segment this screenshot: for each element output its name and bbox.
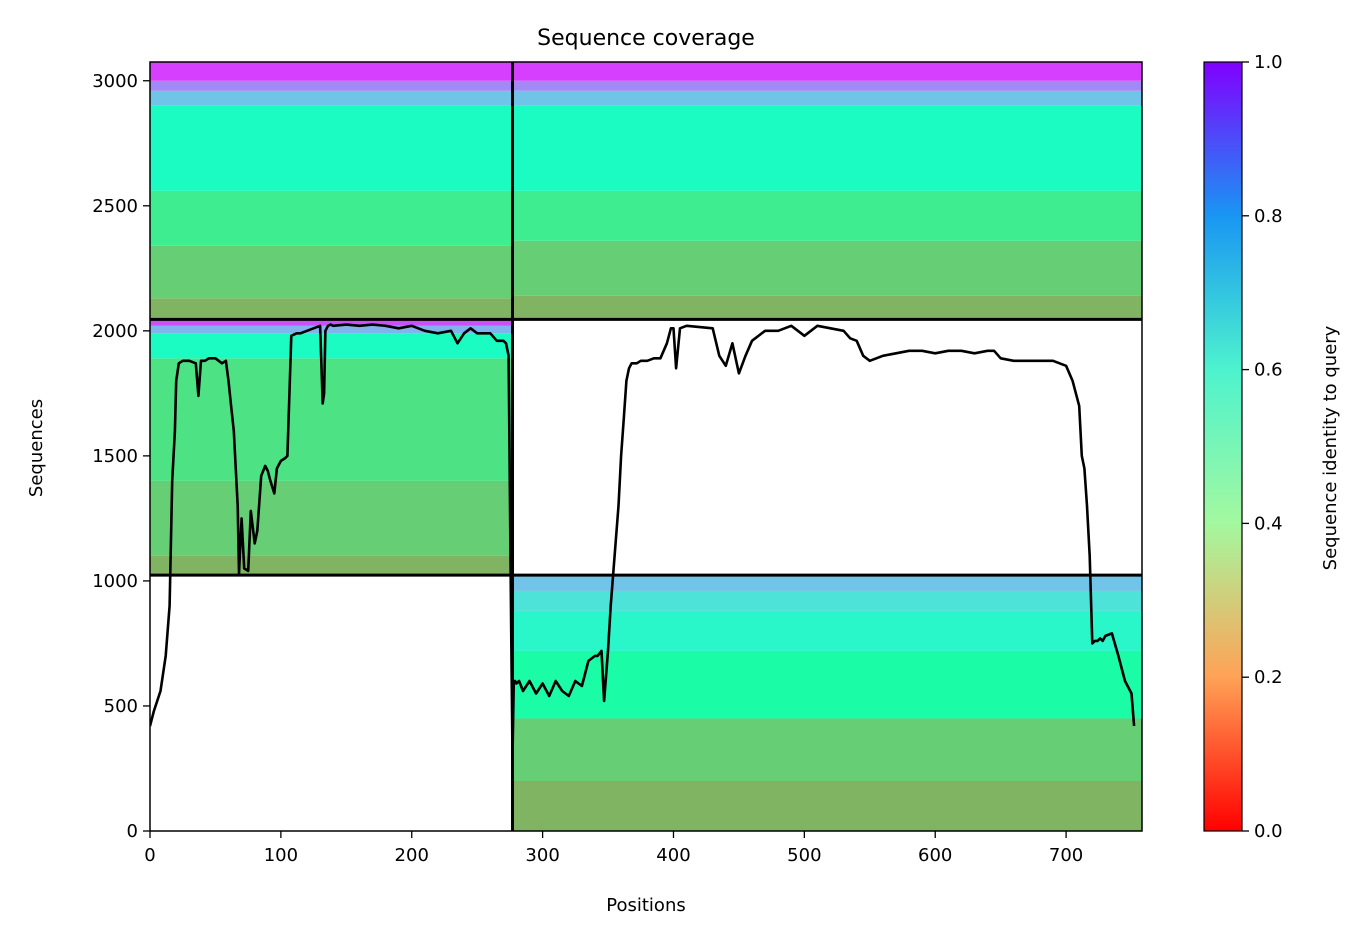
heat-block-1-band-4: [512, 90, 1142, 106]
y-axis-ticks: 0 500 1000 1500 2000 2500 3000: [92, 71, 150, 842]
heat-block-1-band-5: [512, 80, 1142, 91]
heat-block-3-band-5: [512, 575, 1142, 591]
colorbar-ticks: 0.0 0.2 0.4 0.6 0.8 1.0: [1242, 52, 1283, 842]
colorbar-tick-label-2: 0.4: [1254, 513, 1283, 534]
heat-block-3-band-0: [512, 780, 1142, 831]
x-tick-label-4: 400: [656, 845, 690, 866]
heat-block-2-band-5: [150, 319, 513, 326]
x-tick-label-6: 600: [918, 845, 952, 866]
x-tick-label-7: 700: [1049, 845, 1083, 866]
colorbar-tick-label-4: 0.8: [1254, 206, 1283, 227]
y-tick-label-2: 1000: [92, 571, 138, 592]
x-axis-ticks: 0 100 200 300 400 500 600 700: [144, 831, 1083, 866]
x-tick-label-0: 0: [144, 845, 155, 866]
y-axis-label: Sequences: [26, 399, 47, 497]
heat-block-0-band-5: [150, 80, 513, 91]
chart-title: Sequence coverage: [537, 26, 755, 51]
heat-block-1-band-2: [512, 190, 1142, 241]
heat-block-0-band-1: [150, 245, 513, 299]
heat-block-3-band-2: [512, 650, 1142, 719]
heat-block-1-band-6: [512, 62, 1142, 81]
colorbar-tick-label-1: 0.2: [1254, 667, 1283, 688]
heat-block-3-band-3: [512, 610, 1142, 651]
x-tick-label-1: 100: [264, 845, 298, 866]
heat-block-1-band-3: [512, 105, 1142, 191]
heat-block-2-band-0: [150, 555, 513, 576]
heat-block-1-band-1: [512, 240, 1142, 296]
heat-block-0-band-0: [150, 298, 513, 320]
colorbar-tick-label-0: 0.0: [1254, 821, 1283, 842]
y-tick-label-0: 0: [127, 821, 138, 842]
heat-block-2-band-3: [150, 333, 513, 359]
plot-frame: [149, 61, 1143, 832]
coverage-line: [150, 323, 1136, 758]
y-tick-label-4: 2000: [92, 321, 138, 342]
x-axis-label: Positions: [606, 895, 685, 916]
colorbar: [1203, 61, 1243, 832]
colorbar-tick-label-5: 1.0: [1254, 52, 1283, 73]
colorbar-label: Sequence identity to query: [1320, 325, 1341, 570]
x-tick-label-5: 500: [787, 845, 821, 866]
heat-block-2-band-1: [150, 480, 513, 556]
x-tick-label-2: 200: [395, 845, 429, 866]
domain-boundary-layer: [150, 62, 1142, 831]
heat-block-3-band-4: [512, 590, 1142, 611]
y-tick-label-1: 500: [104, 696, 138, 717]
y-tick-label-5: 2500: [92, 196, 138, 217]
heatmap-layer: [150, 62, 1142, 831]
heat-block-0-band-3: [150, 105, 513, 191]
heat-block-1-band-0: [512, 295, 1142, 320]
heat-block-0-band-4: [150, 90, 513, 106]
y-tick-label-6: 3000: [92, 71, 138, 92]
colorbar-tick-label-3: 0.6: [1254, 360, 1283, 381]
heat-block-2-band-2: [150, 358, 513, 481]
heat-block-0-band-6: [150, 62, 513, 81]
y-tick-label-3: 1500: [92, 446, 138, 467]
heat-block-0-band-2: [150, 190, 513, 246]
x-tick-label-3: 300: [525, 845, 559, 866]
coverage-line-layer: [150, 323, 1136, 758]
heat-block-2-band-4: [150, 325, 513, 334]
heat-block-3-band-1: [512, 718, 1142, 781]
